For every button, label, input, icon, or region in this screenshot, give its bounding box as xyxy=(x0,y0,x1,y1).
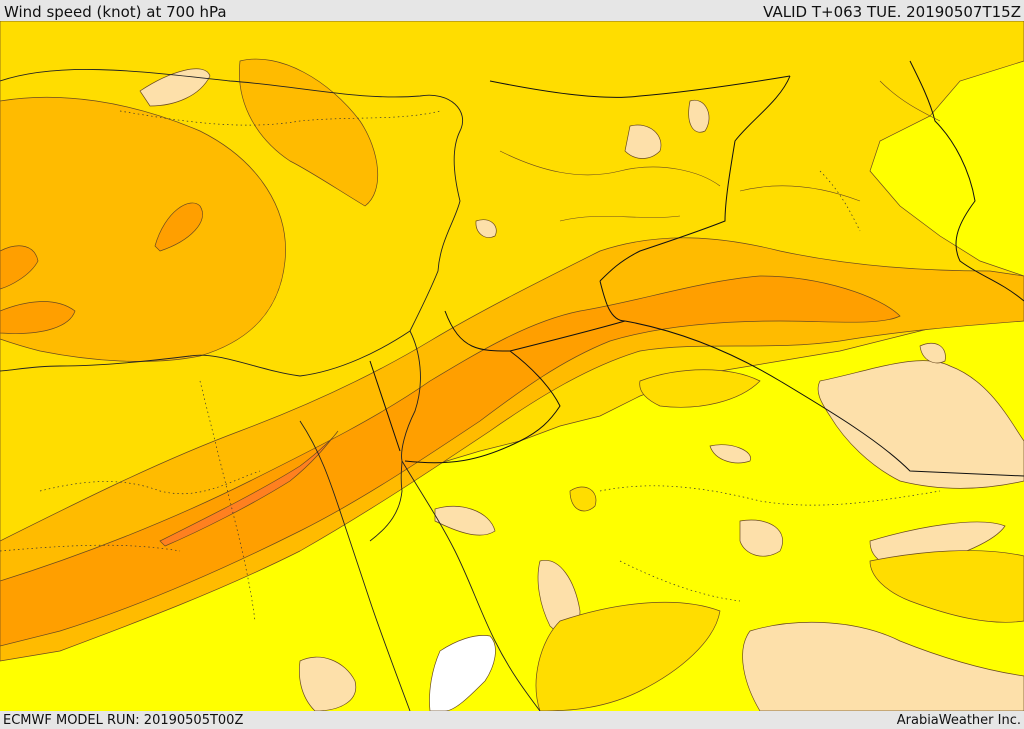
band-high-north xyxy=(239,58,379,207)
country-borders xyxy=(369,60,1024,477)
band-high-west xyxy=(0,96,286,362)
band-highest-jet xyxy=(159,430,339,547)
no-data-area xyxy=(429,635,496,711)
footer-bar xyxy=(0,711,1024,729)
band-higher-jet xyxy=(0,275,901,647)
contour-lines xyxy=(499,80,941,222)
band-higher-west-3 xyxy=(0,245,39,290)
province-lines xyxy=(0,110,941,622)
band-higher-west-2 xyxy=(154,202,203,252)
map-title: Wind speed (knot) at 700 hPa xyxy=(4,3,227,21)
wind-speed-map xyxy=(0,21,1024,711)
band-mid-islands xyxy=(535,369,1024,711)
band-lowest-patches xyxy=(139,68,1024,711)
valid-time: VALID T+063 TUE. 20190507T15Z xyxy=(763,3,1021,21)
coastlines xyxy=(0,69,541,711)
band-higher-west xyxy=(0,301,76,334)
credit-text: ArabiaWeather Inc. xyxy=(896,713,1021,728)
header-bar xyxy=(0,0,1024,21)
band-high-jet xyxy=(0,237,1024,662)
model-run: ECMWF MODEL RUN: 20190505T00Z xyxy=(3,713,244,728)
